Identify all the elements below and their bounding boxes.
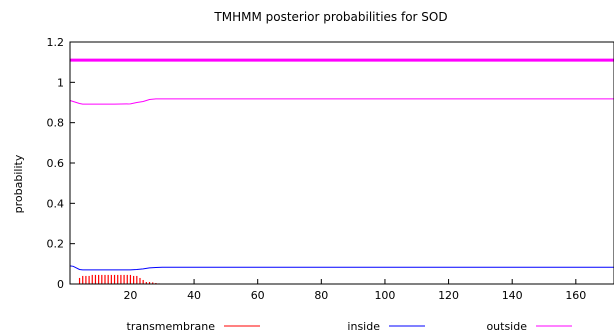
legend: transmembrane inside outside (127, 320, 572, 333)
y-tick-label: 0 (57, 278, 64, 291)
x-tick-label: 120 (438, 289, 459, 302)
plot-frame (69, 41, 614, 285)
x-tick-label: 80 (314, 289, 328, 302)
inside-series-line (69, 265, 614, 271)
x-tick-label: 20 (123, 289, 137, 302)
y-tick-label: 0.4 (47, 197, 65, 210)
legend-label-outside: outside (486, 320, 527, 333)
y-tick-label: 0.6 (47, 157, 65, 170)
x-tick-label: 140 (502, 289, 523, 302)
legend-label-inside: inside (347, 320, 380, 333)
y-tick-label: 1.2 (47, 36, 65, 49)
y-tick-label: 0.8 (47, 117, 65, 130)
y-axis-label: probability (12, 154, 25, 213)
chart-title: TMHMM posterior probabilities for SOD (213, 10, 447, 24)
legend-label-transmembrane: transmembrane (127, 320, 216, 333)
x-tick-label: 40 (187, 289, 201, 302)
y-tick-label: 1 (57, 76, 64, 89)
x-tick-label: 100 (374, 289, 395, 302)
y-tick-label: 0.2 (47, 238, 65, 251)
plot-series (69, 58, 614, 284)
outside-series-line (69, 98, 614, 105)
axis-ticks: 0 0.2 0.4 0.6 0.8 1 1.2 20 40 60 80 100 120 140 160 (47, 36, 587, 302)
x-tick-label: 60 (251, 289, 265, 302)
x-tick-label: 160 (565, 289, 586, 302)
